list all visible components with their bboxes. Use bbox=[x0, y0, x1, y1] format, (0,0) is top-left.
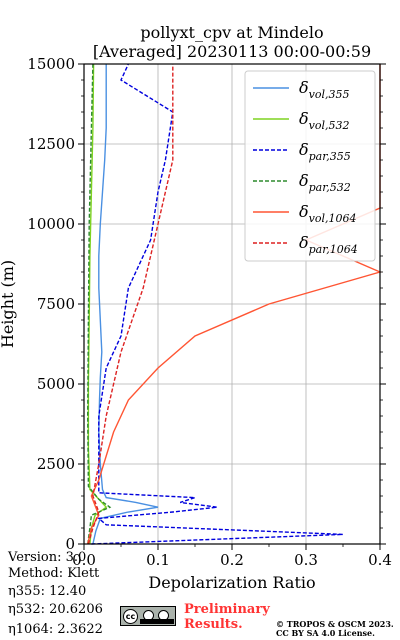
series-line-3 bbox=[86, 63, 112, 545]
copyright-line2: CC BY SA 4.0 License. bbox=[276, 628, 375, 638]
y-tick-label: 0 bbox=[65, 535, 75, 553]
chart-title-line1: pollyxt_cpv at Mindelo bbox=[140, 23, 323, 42]
x-tick-label: 0.3 bbox=[294, 551, 318, 569]
legend-subscript: par,355 bbox=[309, 150, 351, 163]
y-tick-label: 15000 bbox=[27, 55, 75, 73]
series-lines bbox=[86, 63, 383, 545]
license-bar bbox=[140, 619, 174, 624]
legend-label-2: δpar,355 bbox=[299, 140, 351, 163]
legend-subscript: vol,1064 bbox=[309, 212, 357, 225]
y-tick-label: 7500 bbox=[37, 295, 75, 313]
axis-ticks: 0.0 0.1 0.2 0.3 0.4 0 2500 5000 7500 10000 12500 15… bbox=[27, 55, 392, 569]
copyright-notice: © TROPOS & OSCM 2023. CC BY SA 4.0 Licen… bbox=[276, 620, 394, 638]
series-line-5 bbox=[87, 64, 174, 545]
x-tick-label: 0.0 bbox=[72, 551, 96, 569]
legend-label-5: δpar,1064 bbox=[299, 233, 358, 256]
x-tick-label: 0.1 bbox=[146, 551, 170, 569]
eta1064-text: η1064: 2.3622 bbox=[8, 622, 103, 637]
version-text: Version: 3.0 bbox=[8, 550, 87, 565]
x-tick-label: 0.4 bbox=[368, 551, 392, 569]
y-tick-label: 10000 bbox=[27, 215, 75, 233]
cc-license-badge: cc bbox=[120, 606, 176, 626]
series-line-2 bbox=[91, 63, 344, 545]
x-axis-label: Depolarization Ratio bbox=[148, 573, 315, 592]
copyright-line1: © TROPOS & OSCM 2023. bbox=[276, 619, 394, 629]
x-tick-label: 0.2 bbox=[220, 551, 244, 569]
preliminary-line1: Preliminary bbox=[184, 602, 270, 617]
eta355-text: η355: 12.40 bbox=[8, 584, 87, 599]
cc-icon: cc bbox=[123, 609, 138, 624]
legend-label-1: δvol,532 bbox=[299, 109, 350, 132]
legend: δvol,355δvol,532δpar,355δpar,532δvol,106… bbox=[244, 70, 376, 262]
legend-subscript: vol,355 bbox=[309, 88, 350, 101]
legend-label-3: δpar,532 bbox=[299, 171, 351, 194]
y-tick-label: 5000 bbox=[37, 375, 75, 393]
legend-symbol: δ bbox=[299, 233, 309, 252]
series-line-0 bbox=[92, 64, 159, 545]
legend-subscript: vol,532 bbox=[309, 119, 350, 132]
legend-symbol: δ bbox=[299, 78, 309, 97]
legend-symbol: δ bbox=[299, 202, 309, 221]
preliminary-notice: Preliminary Results. bbox=[184, 602, 270, 632]
legend-symbol: δ bbox=[299, 171, 309, 190]
method-text: Method: Klett bbox=[8, 566, 100, 581]
legend-label-0: δvol,355 bbox=[299, 78, 350, 101]
legend-label-4: δvol,1064 bbox=[299, 202, 357, 225]
eta532-text: η532: 20.6206 bbox=[8, 602, 103, 617]
legend-subscript: par,1064 bbox=[309, 243, 358, 256]
legend-symbol: δ bbox=[299, 109, 309, 128]
preliminary-line2: Results. bbox=[184, 617, 243, 632]
legend-subscript: par,532 bbox=[309, 181, 351, 194]
y-tick-label: 2500 bbox=[37, 455, 75, 473]
y-axis-label: Height (m) bbox=[0, 260, 17, 348]
y-tick-label: 12500 bbox=[27, 135, 75, 153]
legend-symbol: δ bbox=[299, 140, 309, 159]
chart-title-line2: [Averaged] 20230113 00:00-00:59 bbox=[93, 42, 371, 61]
